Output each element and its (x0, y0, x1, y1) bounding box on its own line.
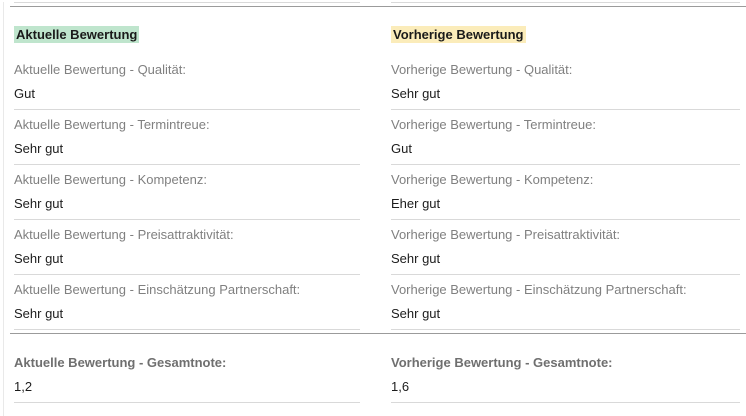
field-value[interactable]: Sehr gut (14, 251, 64, 266)
section-previous-rating: Vorherige Bewertung Vorherige Bewertung … (391, 7, 740, 330)
field-label: Vorherige Bewertung - Kompetenz: (391, 172, 594, 187)
field-previous-qualitaet: Vorherige Bewertung - Qualität: Sehr gut (391, 62, 740, 110)
field-value[interactable]: 1,2 (14, 379, 33, 394)
field-current-gesamtnote: Aktuelle Bewertung - Gesamtnote: 1,2 (14, 355, 360, 403)
field-label: Aktuelle Bewertung - Termintreue: (14, 117, 210, 132)
field-value[interactable]: Sehr gut (14, 196, 64, 211)
field-previous-gesamtnote: Vorherige Bewertung - Gesamtnote: 1,6 (391, 355, 740, 403)
field-label: Vorherige Bewertung - Einschätzung Partn… (391, 282, 687, 297)
field-label: Aktuelle Bewertung - Gesamtnote: (14, 355, 227, 370)
field-divider (391, 2, 740, 3)
field-value[interactable]: Gut (14, 86, 35, 101)
section-divider-top (10, 6, 746, 7)
field-label: Vorherige Bewertung - Preisattraktivität… (391, 227, 621, 242)
section-divider-bottom (10, 333, 746, 334)
field-label: Vorherige Bewertung - Gesamtnote: (391, 355, 613, 370)
section-current-rating: Aktuelle Bewertung Aktuelle Bewertung - … (14, 7, 360, 330)
field-label: Vorherige Bewertung - Termintreue: (391, 117, 596, 132)
field-label: Aktuelle Bewertung - Kompetenz: (14, 172, 207, 187)
page-left-border (3, 2, 4, 416)
field-value[interactable]: Sehr gut (391, 251, 441, 266)
top-field-borders (14, 2, 746, 3)
field-value[interactable]: Sehr gut (391, 306, 441, 321)
field-divider (14, 2, 360, 3)
field-current-kompetenz: Aktuelle Bewertung - Kompetenz: Sehr gut (14, 172, 360, 220)
total-grade-row: Aktuelle Bewertung - Gesamtnote: 1,2 Vor… (14, 334, 746, 403)
field-previous-partnerschaft: Vorherige Bewertung - Einschätzung Partn… (391, 282, 740, 330)
field-label: Vorherige Bewertung - Qualität: (391, 62, 573, 77)
field-value[interactable]: Gut (391, 141, 412, 156)
field-current-qualitaet: Aktuelle Bewertung - Qualität: Gut (14, 62, 360, 110)
field-current-termintreue: Aktuelle Bewertung - Termintreue: Sehr g… (14, 117, 360, 165)
field-previous-kompetenz: Vorherige Bewertung - Kompetenz: Eher gu… (391, 172, 740, 220)
highlight-previous: Vorherige Bewertung (391, 26, 526, 43)
section-title-previous: Vorherige Bewertung (391, 26, 740, 43)
section-title-current: Aktuelle Bewertung (14, 26, 360, 43)
field-label: Aktuelle Bewertung - Qualität: (14, 62, 186, 77)
rating-columns: Aktuelle Bewertung Aktuelle Bewertung - … (14, 7, 746, 330)
field-current-preisattraktivitaet: Aktuelle Bewertung - Preisattraktivität:… (14, 227, 360, 275)
field-current-partnerschaft: Aktuelle Bewertung - Einschätzung Partne… (14, 282, 360, 330)
field-value[interactable]: Sehr gut (14, 306, 64, 321)
rating-comparison-form: Aktuelle Bewertung Aktuelle Bewertung - … (0, 2, 746, 403)
field-label: Aktuelle Bewertung - Preisattraktivität: (14, 227, 234, 242)
field-label: Aktuelle Bewertung - Einschätzung Partne… (14, 282, 301, 297)
field-previous-preisattraktivitaet: Vorherige Bewertung - Preisattraktivität… (391, 227, 740, 275)
field-value[interactable]: 1,6 (391, 379, 410, 394)
field-value[interactable]: Sehr gut (14, 141, 64, 156)
field-value[interactable]: Sehr gut (391, 86, 441, 101)
field-value[interactable]: Eher gut (391, 196, 441, 211)
highlight-current: Aktuelle Bewertung (14, 26, 140, 43)
field-previous-termintreue: Vorherige Bewertung - Termintreue: Gut (391, 117, 740, 165)
